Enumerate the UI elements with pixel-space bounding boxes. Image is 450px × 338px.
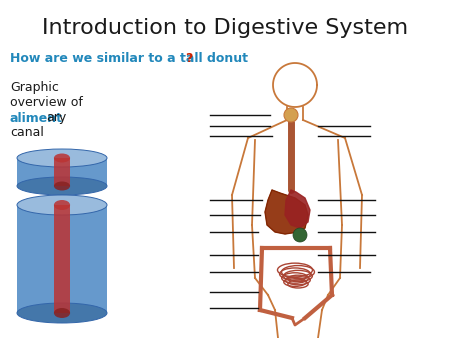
Polygon shape <box>265 190 308 234</box>
Ellipse shape <box>54 182 70 191</box>
Text: Introduction to Digestive System: Introduction to Digestive System <box>42 18 408 38</box>
Text: aliment: aliment <box>10 112 63 124</box>
Circle shape <box>284 108 298 122</box>
Bar <box>54 158 70 186</box>
Text: ?: ? <box>185 51 193 65</box>
Text: overview of: overview of <box>10 97 83 110</box>
Ellipse shape <box>17 177 107 195</box>
Ellipse shape <box>17 195 107 215</box>
Circle shape <box>293 228 307 242</box>
Ellipse shape <box>54 153 70 163</box>
Ellipse shape <box>17 303 107 323</box>
Bar <box>17 205 107 313</box>
Ellipse shape <box>17 149 107 167</box>
Polygon shape <box>285 190 310 228</box>
Bar <box>54 205 70 313</box>
Text: canal: canal <box>10 126 44 140</box>
Text: Graphic: Graphic <box>10 81 59 95</box>
Text: ary: ary <box>46 112 66 124</box>
Ellipse shape <box>54 308 70 318</box>
Ellipse shape <box>54 200 70 210</box>
Bar <box>17 158 107 186</box>
Text: How are we similar to a tall donut: How are we similar to a tall donut <box>10 51 248 65</box>
